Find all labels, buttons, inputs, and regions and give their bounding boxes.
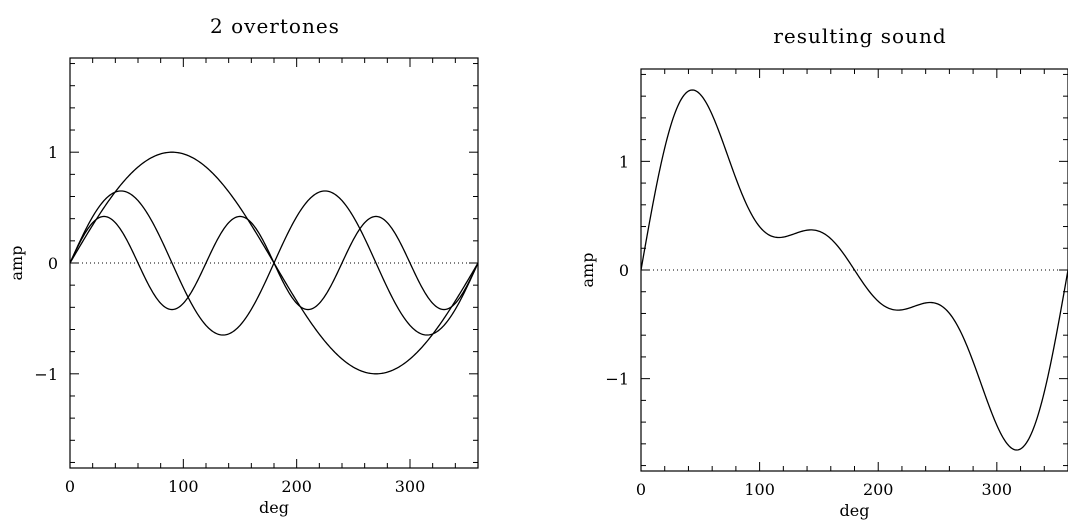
y-tick-label: 0: [619, 261, 629, 280]
chart-panel-overtones: 2 overtones 0 100 200 300 −1 0 1 deg amp: [7, 14, 479, 517]
y-axis-label: amp: [578, 253, 597, 288]
x-axis-label: deg: [840, 501, 870, 520]
x-tick-label: 200: [863, 480, 894, 499]
x-tick-label: 300: [982, 480, 1013, 499]
y-tick-label: 1: [48, 143, 58, 162]
x-tick-label: 100: [744, 480, 775, 499]
x-tick-label: 300: [395, 477, 426, 496]
y-tick-label: −1: [34, 365, 58, 384]
chart-title: 2 overtones: [210, 14, 340, 38]
x-tick-label: 100: [168, 477, 199, 496]
series-line-1: [641, 89, 1068, 451]
y-axis-label: amp: [7, 246, 26, 281]
x-axis-label: deg: [259, 498, 289, 517]
x-tick-label: 200: [281, 477, 312, 496]
x-tick-label: 0: [65, 477, 75, 496]
series-line-3: [70, 215, 478, 311]
chart-title: resulting sound: [773, 24, 946, 48]
x-tick-label: 0: [636, 480, 646, 499]
chart-panel-resulting-sound: resulting sound 0 100 200 300 −1 0 1 deg amp: [578, 24, 1068, 520]
y-tick-label: −1: [605, 370, 629, 389]
y-tick-label: 0: [48, 254, 58, 273]
y-tick-label: 1: [619, 152, 629, 171]
